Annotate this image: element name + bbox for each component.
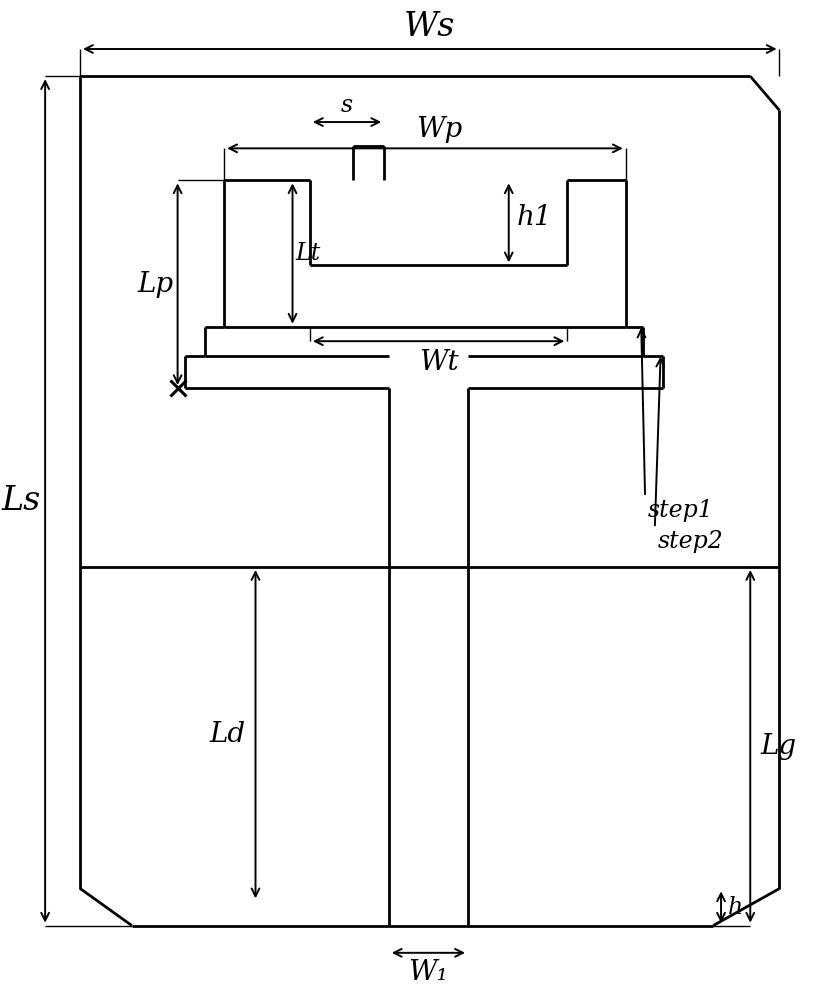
Text: Ws: Ws bbox=[404, 11, 456, 43]
Text: step1: step1 bbox=[648, 499, 714, 522]
Text: W₁: W₁ bbox=[408, 959, 448, 986]
Text: Lt: Lt bbox=[296, 242, 321, 265]
Text: Lp: Lp bbox=[138, 271, 174, 298]
Text: Ls: Ls bbox=[2, 485, 41, 517]
Text: step2: step2 bbox=[658, 530, 723, 553]
Text: h: h bbox=[728, 896, 743, 919]
Text: Wt: Wt bbox=[419, 349, 458, 376]
Text: h1: h1 bbox=[517, 204, 552, 231]
Text: Lg: Lg bbox=[760, 733, 796, 760]
Text: Ld: Ld bbox=[210, 721, 245, 748]
Text: s: s bbox=[341, 94, 353, 117]
Text: Wp: Wp bbox=[417, 116, 463, 143]
